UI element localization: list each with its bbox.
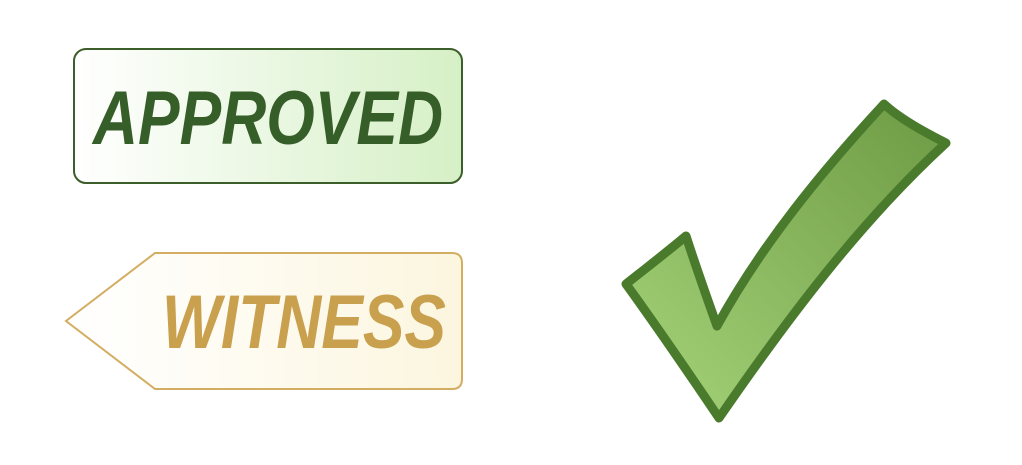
witness-stamp-frame xyxy=(64,252,463,390)
checkmark-shape xyxy=(621,99,951,423)
approved-stamp: APPROVED xyxy=(73,48,463,184)
approved-stamp-frame xyxy=(73,48,463,184)
witness-label: WITNESS xyxy=(162,280,446,365)
witness-stamp: WITNESS xyxy=(64,252,463,390)
approved-label: APPROVED xyxy=(91,76,443,161)
checkmark-icon xyxy=(621,99,951,423)
